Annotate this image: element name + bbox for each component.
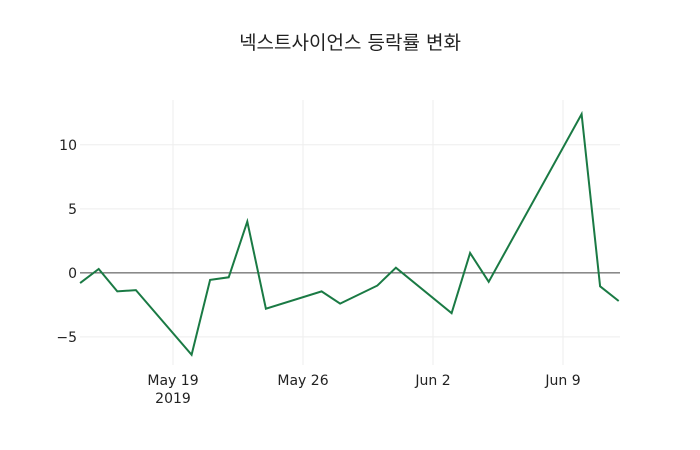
series-line [79,110,620,357]
x-axis: May 19 2019 May 26 Jun 2 Jun 9 [147,373,580,407]
x-tick-label: Jun 9 [544,373,580,389]
y-tick-label: 10 [59,138,77,154]
x-tick-label: Jun 2 [414,373,450,389]
gridlines [80,100,620,365]
y-tick-label: 0 [68,266,77,282]
x-tick-year-label: 2019 [155,391,191,407]
y-axis: 10 5 0 −5 [56,138,77,346]
x-tick-label: May 19 [147,373,198,389]
y-tick-label: 5 [68,202,77,218]
x-tick-label: May 26 [277,373,328,389]
chart-title: 넥스트사이언스 등락률 변화 [239,32,461,54]
data-series [79,110,620,357]
y-tick-label: −5 [56,330,77,346]
